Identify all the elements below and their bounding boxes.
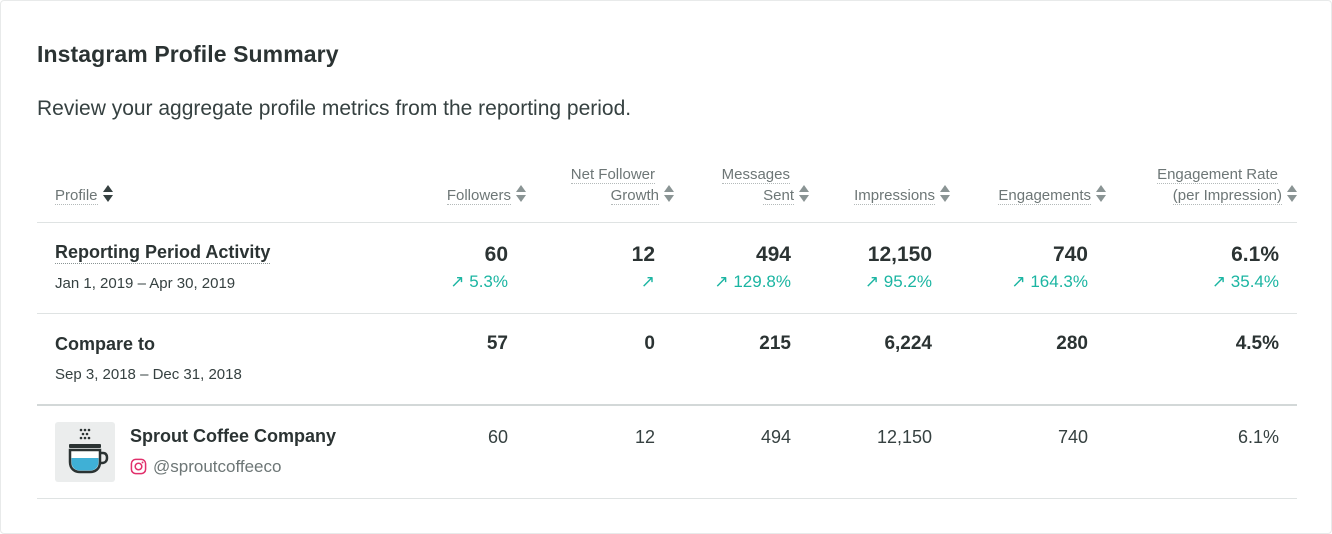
change-followers: ↗ 5.3%	[450, 272, 508, 291]
reporting-followers: 60	[484, 243, 508, 266]
change-engagements: ↗ 164.3%	[1011, 272, 1088, 291]
page-subtitle: Review your aggregate profile metrics fr…	[37, 97, 632, 120]
column-header-net-follower-growth[interactable]: Net Follower Growth	[541, 164, 675, 206]
profile-messages-sent: 494	[760, 427, 791, 447]
profile-engagements: 740	[1057, 427, 1088, 447]
profile-impressions: 12,150	[876, 427, 932, 447]
page-title: Instagram Profile Summary	[37, 41, 339, 67]
compare-messages-sent: 215	[759, 333, 791, 354]
instagram-icon	[130, 458, 147, 475]
compare-followers: 57	[486, 333, 508, 354]
profile-handle-text: @sproutcoffeeco	[153, 457, 282, 476]
row-divider	[37, 498, 1297, 499]
sort-icon[interactable]	[1286, 185, 1298, 203]
compare-engagements: 280	[1056, 333, 1088, 354]
profile-followers: 60	[487, 427, 508, 447]
reporting-engagements: 740	[1052, 243, 1088, 266]
sort-icon[interactable]	[1095, 185, 1107, 203]
column-header-engagements[interactable]: Engagements	[961, 185, 1107, 206]
profile-engagement-rate: 6.1%	[1237, 427, 1279, 447]
sort-icon[interactable]	[102, 185, 114, 203]
change-impressions: ↗ 95.2%	[864, 272, 932, 291]
coffee-cup-icon	[68, 428, 109, 474]
reporting-engagement-rate: 6.1%	[1231, 243, 1279, 266]
column-header-impressions[interactable]: Impressions	[821, 185, 951, 206]
compare-engagement-rate: 4.5%	[1235, 333, 1279, 354]
compare-dates: Sep 3, 2018 – Dec 31, 2018	[55, 366, 242, 383]
compare-impressions: 6,224	[884, 333, 932, 354]
sort-icon[interactable]	[798, 185, 810, 203]
column-header-profile[interactable]: Profile	[55, 185, 114, 206]
sort-icon[interactable]	[515, 185, 527, 203]
change-messages-sent: ↗ 129.8%	[714, 272, 791, 291]
reporting-messages-sent: 494	[755, 243, 791, 266]
header-divider	[37, 222, 1297, 223]
avatar	[55, 422, 115, 482]
column-header-engagement-rate[interactable]: Engagement Rate (per Impression)	[1111, 164, 1298, 206]
reporting-net-growth: 12	[631, 243, 655, 266]
reporting-period-dates: Jan 1, 2019 – Apr 30, 2019	[55, 275, 236, 292]
column-header-followers[interactable]: Followers	[401, 185, 527, 206]
reporting-impressions: 12,150	[867, 243, 932, 266]
compare-label: Compare to	[55, 334, 156, 354]
profile-name[interactable]: Sprout Coffee Company	[130, 426, 337, 446]
change-net-growth: ↗	[640, 272, 655, 291]
change-engagement-rate: ↗ 35.4%	[1211, 272, 1279, 291]
reporting-period-label: Reporting Period Activity	[55, 242, 271, 264]
column-header-messages-sent[interactable]: Messages Sent	[681, 164, 810, 206]
profile-net-growth: 12	[634, 427, 655, 447]
row-divider	[37, 313, 1297, 314]
section-divider	[37, 404, 1297, 406]
compare-net-growth: 0	[644, 333, 655, 354]
sort-icon[interactable]	[939, 185, 951, 203]
profile-handle: @sproutcoffeeco	[130, 457, 281, 477]
sort-icon[interactable]	[663, 185, 675, 203]
